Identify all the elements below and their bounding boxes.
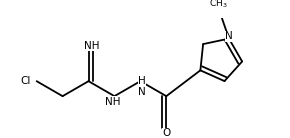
Text: NH: NH bbox=[105, 97, 121, 107]
Text: NH: NH bbox=[84, 41, 99, 51]
Text: CH$_3$: CH$_3$ bbox=[209, 0, 227, 10]
Text: H
N: H N bbox=[138, 76, 146, 98]
Text: Cl: Cl bbox=[21, 76, 31, 86]
Text: O: O bbox=[162, 128, 171, 138]
Text: N: N bbox=[225, 31, 233, 41]
